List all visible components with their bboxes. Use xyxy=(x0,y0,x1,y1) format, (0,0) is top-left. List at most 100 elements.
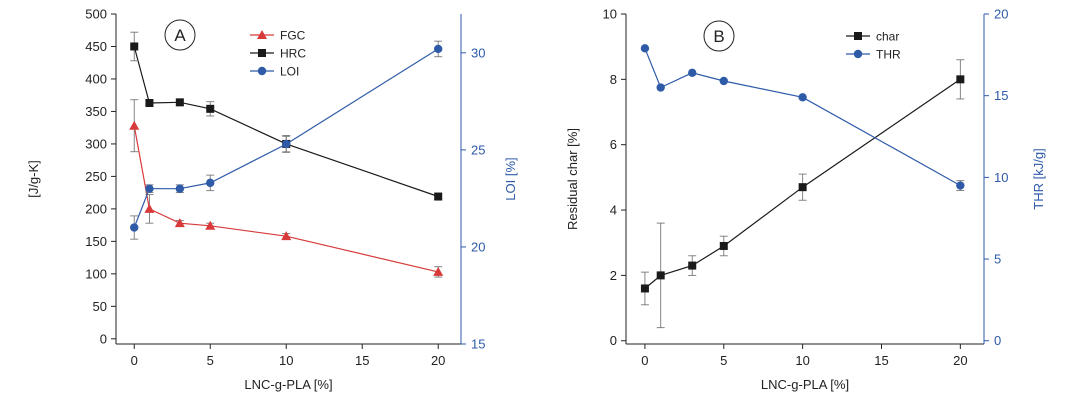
data-point xyxy=(688,261,697,270)
y-tick-label: 200 xyxy=(85,201,107,216)
series-line xyxy=(644,48,961,187)
y-tick-label: 2 xyxy=(610,268,617,283)
y2-axis-label: LOI [%] xyxy=(503,157,518,200)
y-tick-label: 350 xyxy=(85,104,107,119)
legend-entry-hrc: HRC xyxy=(250,47,306,61)
legend-entry-loi: LOI xyxy=(250,65,299,79)
x-axis-label: LNC-g-PLA [%] xyxy=(244,377,332,392)
series-hrc xyxy=(130,31,443,201)
y-tick-label: 300 xyxy=(85,136,107,151)
series-line xyxy=(133,46,439,198)
y2-tick-label: 10 xyxy=(994,170,1008,185)
legend-entry-char: char xyxy=(846,30,899,44)
series-line xyxy=(133,48,439,228)
y-tick-label: 100 xyxy=(85,266,107,281)
data-point xyxy=(282,139,291,149)
data-point xyxy=(719,241,728,250)
y2-tick-label: 20 xyxy=(471,239,485,254)
data-point xyxy=(206,178,215,188)
y-tick-label: 6 xyxy=(610,137,617,152)
data-point xyxy=(145,98,154,107)
data-point xyxy=(281,231,292,241)
y-tick-label: 0 xyxy=(100,331,107,346)
data-point xyxy=(719,76,728,86)
series-loi xyxy=(130,40,443,240)
data-point xyxy=(640,284,649,293)
data-point xyxy=(129,120,140,130)
data-point xyxy=(688,68,697,78)
y-axis-label: [J/g-K] xyxy=(26,160,41,198)
data-point xyxy=(145,184,154,193)
data-point xyxy=(798,93,807,102)
y2-tick-label: 15 xyxy=(471,337,485,352)
y-axis-label: Residual char [%] xyxy=(565,128,580,230)
data-point xyxy=(130,42,139,51)
y2-tick-label: 0 xyxy=(994,333,1001,348)
x-tick-label: 0 xyxy=(131,353,138,368)
y-tick-label: 450 xyxy=(85,39,107,54)
data-point xyxy=(175,98,184,107)
data-point xyxy=(205,220,216,230)
y-tick-label: 400 xyxy=(85,71,107,86)
y-tick-label: 4 xyxy=(610,203,617,218)
y-tick-label: 500 xyxy=(85,7,107,22)
panel-b: 0 5 10 15 20 0 2 4 6 8 10 0 5 10 15 20 LNC-g-PLA [%] Resi… xyxy=(565,7,1046,393)
legend-marker xyxy=(257,66,267,76)
series-char xyxy=(640,59,965,329)
data-point xyxy=(174,218,185,228)
x-tick-label: 5 xyxy=(720,353,727,368)
data-point xyxy=(433,266,444,276)
data-point xyxy=(434,44,443,54)
x-tick-label: 10 xyxy=(279,353,293,368)
legend-label: FGC xyxy=(280,29,306,43)
y2-tick-label: 20 xyxy=(994,7,1008,22)
y2-tick-label: 15 xyxy=(994,88,1008,103)
y-tick-label: 150 xyxy=(85,234,107,249)
legend-entry-fgc: FGC xyxy=(250,29,306,43)
data-point xyxy=(175,184,185,193)
data-point xyxy=(434,192,443,201)
legend-label: LOI xyxy=(280,65,299,79)
x-axis-label: LNC-g-PLA [%] xyxy=(761,377,849,392)
x-tick-label: 15 xyxy=(355,353,369,368)
x-tick-label: 0 xyxy=(641,353,648,368)
legend-marker xyxy=(257,30,267,39)
y-tick-label: 50 xyxy=(93,299,107,314)
y-tick-label: 250 xyxy=(85,169,107,184)
legend-label: THR xyxy=(876,48,901,62)
y2-axis-label: THR [kJ/g] xyxy=(1031,148,1046,209)
x-tick-label: 15 xyxy=(874,353,888,368)
legend-marker xyxy=(258,49,266,57)
data-point xyxy=(956,75,965,84)
y-tick-label: 10 xyxy=(603,7,617,22)
x-tick-label: 20 xyxy=(953,353,967,368)
y2-tick-label: 30 xyxy=(471,45,485,60)
panel-badge-label: A xyxy=(174,26,186,45)
data-point xyxy=(144,203,155,213)
data-point xyxy=(656,83,665,92)
y-tick-label: 8 xyxy=(610,72,617,87)
series-thr xyxy=(640,44,965,191)
legend-label: HRC xyxy=(280,47,306,61)
data-point xyxy=(798,183,807,192)
panel-badge-label: B xyxy=(713,27,724,46)
legend-entry-thr: THR xyxy=(846,48,901,62)
x-tick-label: 20 xyxy=(431,353,445,368)
x-tick-label: 10 xyxy=(795,353,809,368)
data-point xyxy=(656,271,665,280)
data-point xyxy=(956,181,965,190)
panel-badge-circle xyxy=(703,20,735,52)
y2-tick-label: 25 xyxy=(471,142,485,157)
data-point xyxy=(206,104,215,113)
data-point xyxy=(130,223,139,232)
y-tick-label: 0 xyxy=(610,333,617,348)
y2-tick-label: 5 xyxy=(994,252,1001,267)
legend-marker xyxy=(854,32,862,40)
legend-marker xyxy=(853,49,863,59)
data-point xyxy=(640,44,650,53)
legend-label: char xyxy=(876,30,899,44)
panel-badge-circle xyxy=(164,19,196,51)
panel-a: 0 5 10 15 2005010015020025030035040045050015… xyxy=(26,7,518,393)
